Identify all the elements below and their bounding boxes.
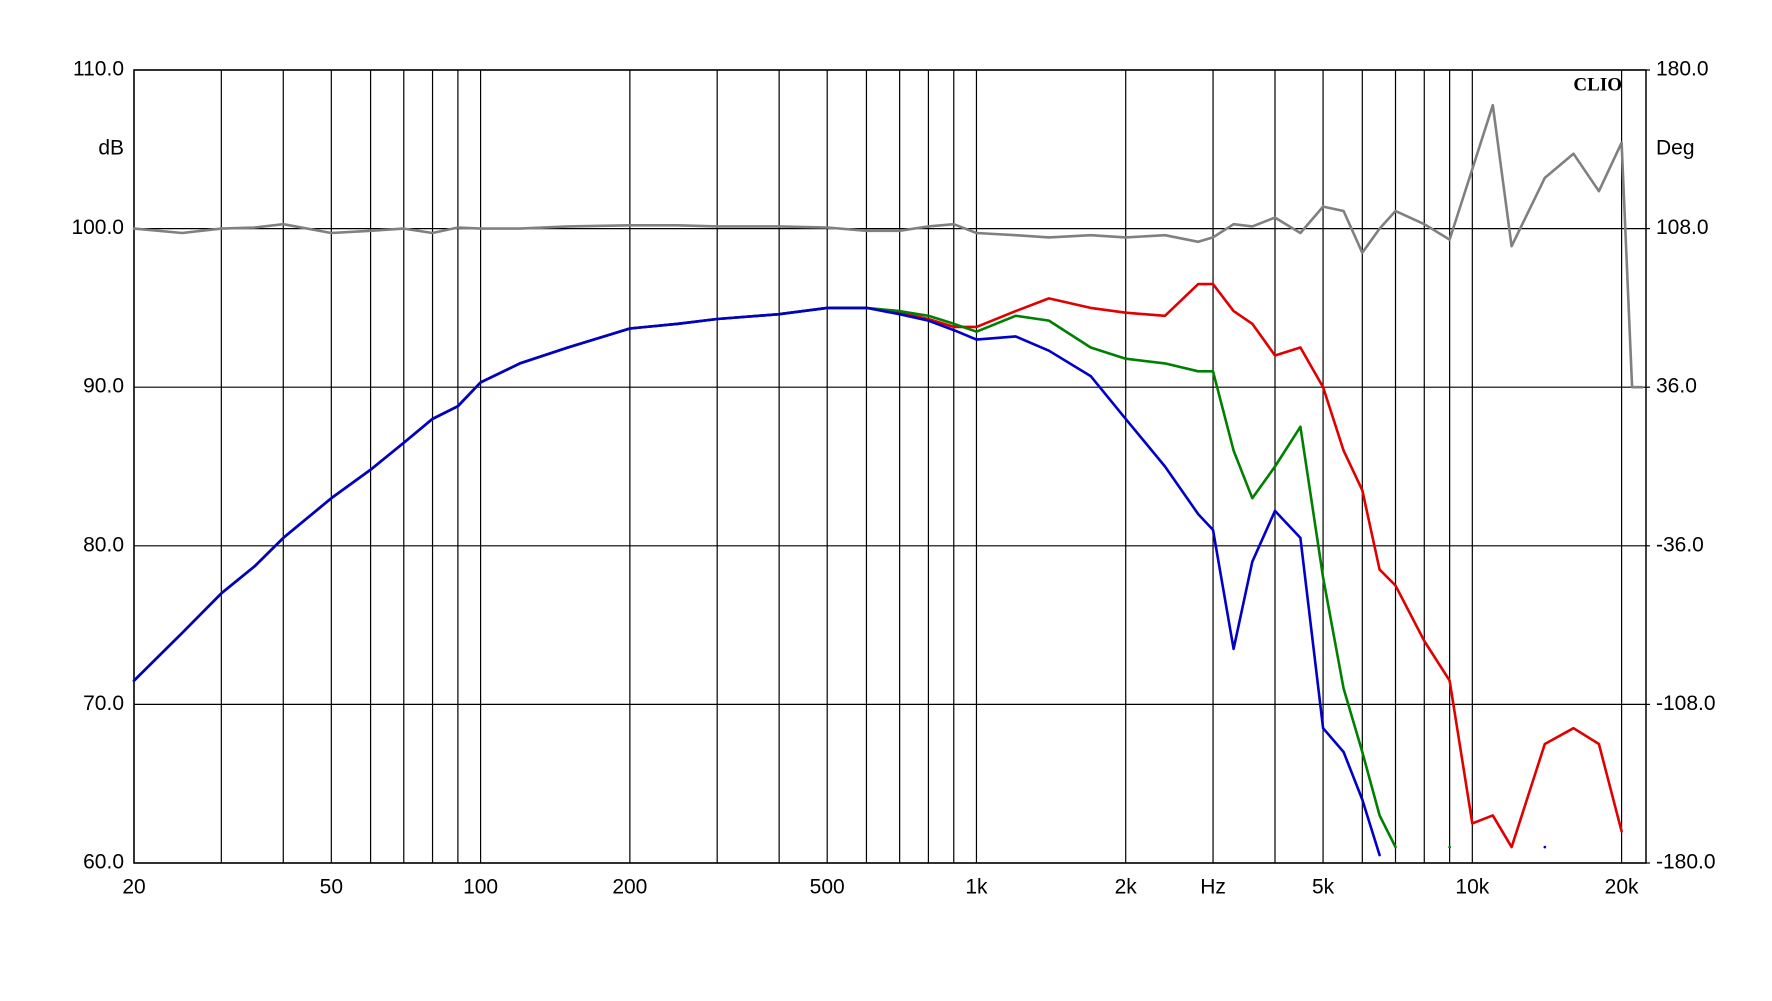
y-tick-label: 90.0 (83, 375, 124, 398)
x-tick-label: 1k (965, 876, 988, 899)
y2-tick-label: 108.0 (1656, 216, 1709, 239)
y2-axis-label: Deg (1656, 137, 1695, 160)
y-tick-label: 110.0 (73, 58, 124, 81)
x-tick-label: 5k (1312, 876, 1335, 899)
x-tick-label: 20 (122, 876, 145, 899)
y2-tick-label: -180.0 (1656, 851, 1716, 874)
series-line (132, 306, 1547, 857)
x-tick-label: 2k (1115, 876, 1138, 899)
x-tick-label: 500 (810, 876, 845, 899)
plot-frame (133, 69, 1647, 864)
y-tick-label: 70.0 (83, 692, 124, 715)
series-line (132, 103, 1644, 389)
y2-tick-label: -108.0 (1656, 692, 1716, 715)
x-tick-label: 50 (320, 876, 343, 899)
y-tick-label: 60.0 (83, 851, 124, 874)
x-tick-label: 20k (1605, 876, 1639, 899)
y-axis-label: dB (98, 137, 124, 160)
x-tick-label: Hz (1200, 876, 1226, 899)
x-tick-label: 100 (463, 876, 498, 899)
y-tick-label: 100.0 (71, 216, 124, 239)
x-tick-label: 10k (1455, 876, 1489, 899)
x-tick-label: 200 (612, 876, 647, 899)
annotation: CLIO (1573, 74, 1622, 95)
y2-tick-label: 180.0 (1656, 58, 1709, 81)
y-tick-label: 80.0 (83, 533, 124, 556)
y2-tick-label: -36.0 (1656, 533, 1704, 556)
y2-tick-label: 36.0 (1656, 375, 1697, 398)
